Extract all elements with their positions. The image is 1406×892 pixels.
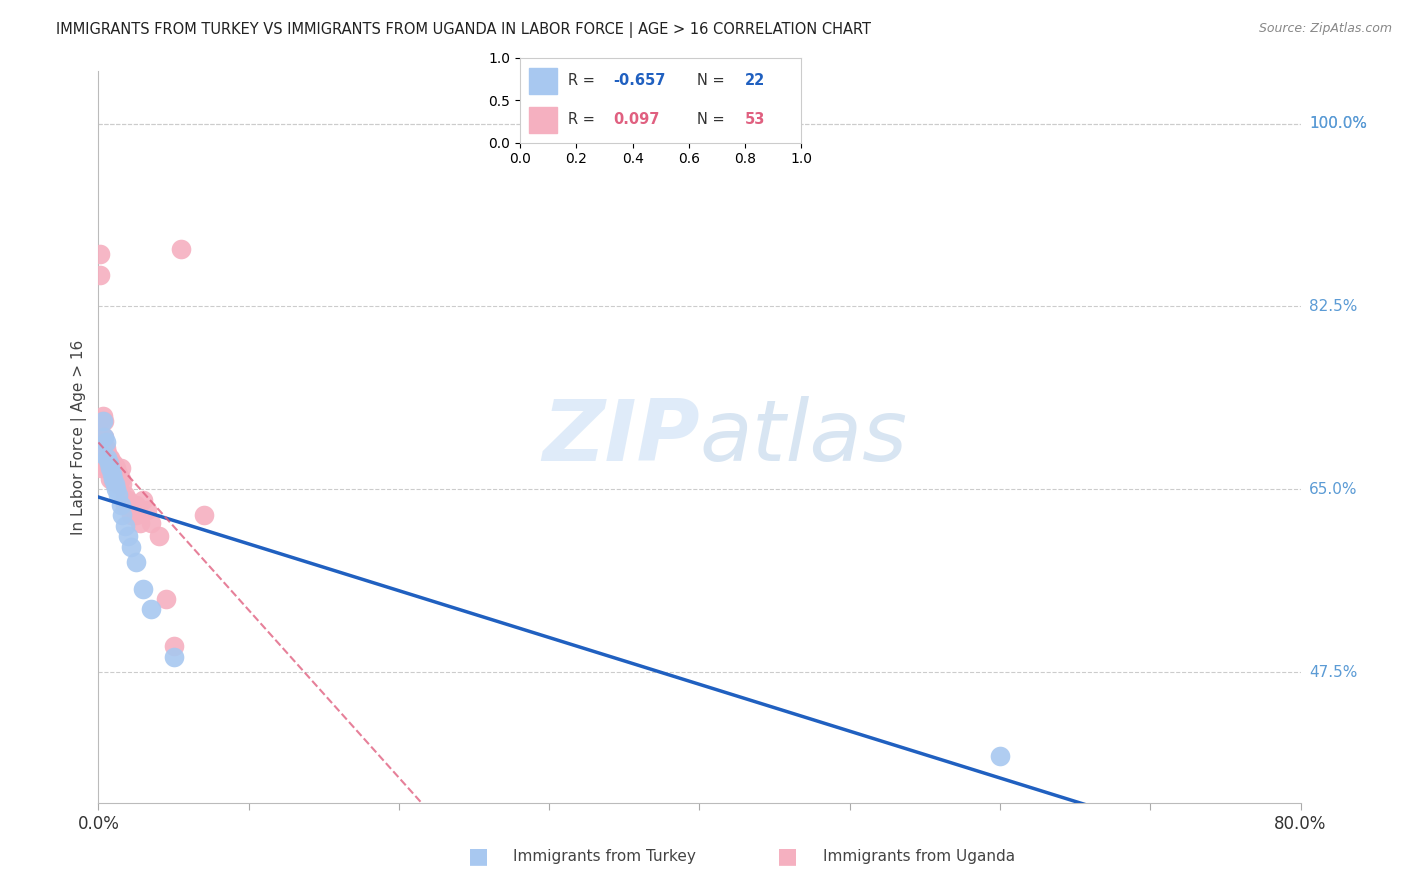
Text: IMMIGRANTS FROM TURKEY VS IMMIGRANTS FROM UGANDA IN LABOR FORCE | AGE > 16 CORRE: IMMIGRANTS FROM TURKEY VS IMMIGRANTS FRO… (56, 22, 872, 38)
FancyBboxPatch shape (529, 68, 557, 94)
Point (107, 477, 129, 491)
Text: 100.0%: 100.0% (1309, 116, 1367, 131)
Text: Immigrants from Uganda: Immigrants from Uganda (823, 849, 1015, 863)
Text: R =: R = (568, 112, 599, 128)
Point (125, 556, 148, 570)
Point (100, 461, 122, 475)
Point (170, 242, 193, 256)
Point (100, 450, 122, 465)
FancyBboxPatch shape (529, 107, 557, 133)
Point (105, 483, 128, 497)
Point (107, 467, 129, 481)
Text: 47.5%: 47.5% (1309, 665, 1357, 680)
Text: 22: 22 (745, 73, 765, 88)
Point (97, 450, 120, 465)
Point (101, 467, 124, 481)
Text: 53: 53 (745, 112, 765, 128)
Point (155, 592, 177, 607)
Point (148, 529, 170, 543)
Point (117, 492, 139, 507)
Point (90, 450, 112, 465)
Point (93, 414, 115, 428)
Point (104, 459, 127, 474)
Point (91, 409, 114, 424)
Point (89, 247, 111, 261)
Text: N =: N = (697, 112, 730, 128)
Text: 65.0%: 65.0% (1309, 482, 1357, 497)
Point (94, 441, 117, 455)
Point (103, 472, 125, 486)
Y-axis label: In Labor Force | Age > 16: In Labor Force | Age > 16 (72, 340, 87, 534)
Point (97, 456, 120, 470)
Point (107, 487, 129, 501)
Point (111, 477, 134, 491)
Point (103, 463, 125, 477)
Point (89, 414, 111, 428)
Point (96, 450, 118, 465)
Text: Source: ZipAtlas.com: Source: ZipAtlas.com (1258, 22, 1392, 36)
Point (125, 508, 148, 523)
Text: ■: ■ (468, 847, 488, 866)
Point (988, 748, 1011, 763)
Point (132, 582, 155, 596)
Text: Immigrants from Turkey: Immigrants from Turkey (513, 849, 696, 863)
Point (93, 430, 115, 444)
Point (139, 602, 162, 616)
Point (162, 639, 184, 653)
Text: atlas: atlas (699, 395, 907, 479)
Point (104, 477, 127, 491)
Point (129, 516, 152, 530)
Point (110, 461, 132, 475)
Point (139, 516, 162, 530)
Point (96, 456, 118, 470)
Point (97, 461, 120, 475)
Text: -0.657: -0.657 (613, 73, 665, 88)
Point (193, 508, 215, 523)
Point (94, 450, 117, 465)
Text: N =: N = (697, 73, 730, 88)
Point (103, 456, 125, 470)
Point (132, 492, 155, 507)
Text: R =: R = (568, 73, 599, 88)
Text: ■: ■ (778, 847, 797, 866)
Point (114, 519, 136, 533)
Point (91, 430, 114, 444)
Point (101, 456, 124, 470)
Point (89, 268, 111, 282)
Point (89, 446, 111, 460)
Point (135, 503, 157, 517)
Point (93, 430, 115, 444)
Point (91, 414, 114, 428)
Point (105, 461, 128, 475)
Point (117, 529, 139, 543)
Point (101, 467, 124, 481)
Point (96, 446, 118, 460)
Point (111, 508, 134, 523)
Point (162, 649, 184, 664)
Point (94, 435, 117, 450)
Text: 100.0%: 100.0% (1309, 116, 1367, 131)
Point (100, 461, 122, 475)
Point (121, 508, 143, 523)
Text: 0.097: 0.097 (613, 112, 659, 128)
Point (91, 450, 114, 465)
Point (110, 498, 132, 512)
Point (103, 474, 125, 488)
Text: 82.5%: 82.5% (1309, 299, 1357, 314)
Point (90, 461, 112, 475)
Point (125, 498, 148, 512)
Point (91, 441, 114, 455)
Point (114, 498, 136, 512)
Point (94, 456, 117, 470)
Point (104, 472, 127, 486)
Text: ZIP: ZIP (541, 395, 699, 479)
Point (105, 472, 128, 486)
Point (110, 472, 132, 486)
Point (94, 461, 117, 475)
Point (114, 487, 136, 501)
Point (121, 540, 143, 554)
Point (90, 441, 112, 455)
Point (108, 474, 131, 488)
Point (100, 472, 122, 486)
